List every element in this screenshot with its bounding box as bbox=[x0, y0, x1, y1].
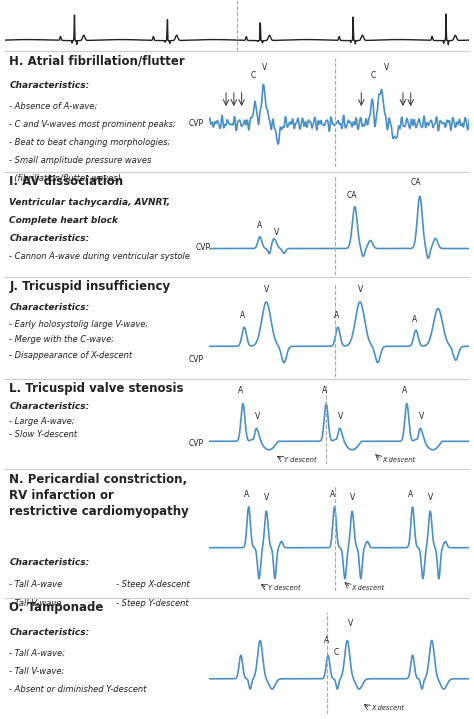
Text: L. Tricuspid valve stenosis: L. Tricuspid valve stenosis bbox=[9, 382, 184, 395]
Text: - Steep Y-descent: - Steep Y-descent bbox=[116, 599, 189, 608]
Text: - Beat to beat changing morphologies;: - Beat to beat changing morphologies; bbox=[9, 138, 171, 147]
Text: Ventricular tachycardia, AVNRT,: Ventricular tachycardia, AVNRT, bbox=[9, 198, 170, 207]
Text: J. Tricuspid insufficiency: J. Tricuspid insufficiency bbox=[9, 280, 171, 293]
Text: O. Tamponade: O. Tamponade bbox=[9, 602, 104, 615]
Text: N. Pericardial constriction,
RV infarction or
restrictive cardiomyopathy: N. Pericardial constriction, RV infarcti… bbox=[9, 473, 189, 518]
Text: - Absence of A-wave;: - Absence of A-wave; bbox=[9, 101, 98, 111]
Text: - Tall A-wave;: - Tall A-wave; bbox=[9, 649, 65, 658]
Text: - Steep X-descent: - Steep X-descent bbox=[116, 580, 190, 589]
Text: - Early holosystolig large V-wave;: - Early holosystolig large V-wave; bbox=[9, 320, 149, 329]
Text: - Tall V-wave;: - Tall V-wave; bbox=[9, 667, 65, 676]
Text: - Small amplitude pressure waves: - Small amplitude pressure waves bbox=[9, 156, 152, 165]
Text: - Absent or diminished Y-descent: - Absent or diminished Y-descent bbox=[9, 685, 147, 694]
Text: - Slow Y-descent: - Slow Y-descent bbox=[9, 430, 78, 439]
Text: Characteristics:: Characteristics: bbox=[9, 558, 90, 567]
Text: - Cannon A-wave during ventricular systole: - Cannon A-wave during ventricular systo… bbox=[9, 252, 191, 261]
Text: Characteristics:: Characteristics: bbox=[9, 303, 90, 312]
Text: I. AV dissociation: I. AV dissociation bbox=[9, 175, 124, 188]
Text: - Tall V-wave: - Tall V-wave bbox=[9, 599, 62, 608]
Text: - Tall A-wave: - Tall A-wave bbox=[9, 580, 63, 589]
Text: - Large A-wave;: - Large A-wave; bbox=[9, 417, 75, 426]
Text: Complete heart block: Complete heart block bbox=[9, 216, 119, 225]
Text: (fibrillation/flutter waves): (fibrillation/flutter waves) bbox=[9, 174, 121, 183]
Text: - Merge with the C-wave;: - Merge with the C-wave; bbox=[9, 335, 115, 344]
Text: Characteristics:: Characteristics: bbox=[9, 81, 90, 90]
Text: - Disappearance of X-descent: - Disappearance of X-descent bbox=[9, 351, 133, 360]
Text: Characteristics:: Characteristics: bbox=[9, 234, 90, 243]
Text: - C and V-waves most prominent peaks;: - C and V-waves most prominent peaks; bbox=[9, 120, 176, 129]
Text: Characteristics:: Characteristics: bbox=[9, 401, 90, 411]
Text: H. Atrial fibrillation/flutter: H. Atrial fibrillation/flutter bbox=[9, 55, 185, 68]
Text: Characteristics:: Characteristics: bbox=[9, 628, 90, 637]
